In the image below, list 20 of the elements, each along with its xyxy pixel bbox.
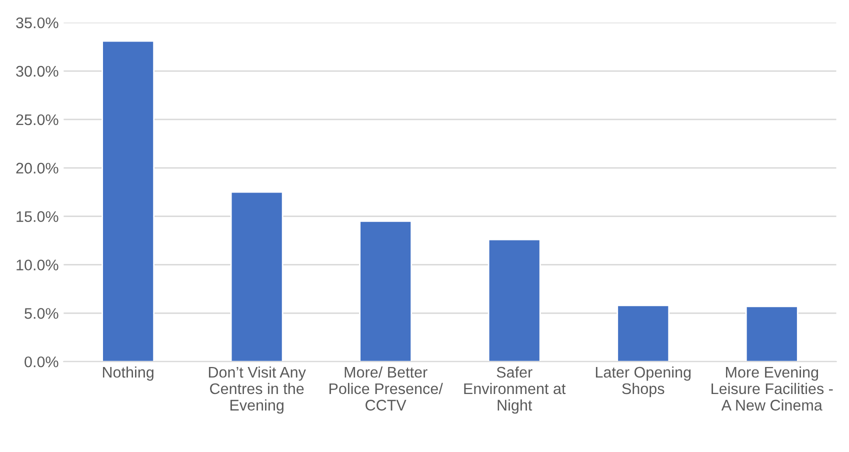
- y-tick-label: 15.0%: [16, 211, 58, 222]
- y-tick-label: 35.0%: [16, 17, 58, 28]
- y-tick-label: 25.0%: [16, 114, 58, 126]
- y-tick-label: 10.0%: [16, 260, 58, 270]
- bar: [359, 220, 412, 362]
- x-tick-label: More Evening Leisure Facilities - A New Cinema: [712, 366, 833, 411]
- bar: [230, 191, 284, 362]
- y-tick-label: 5.0%: [24, 308, 58, 319]
- x-tick-label: Nothing: [102, 366, 154, 381]
- y-tick-label: 30.0%: [16, 66, 58, 77]
- bar: [616, 304, 670, 362]
- bar: [102, 40, 155, 362]
- x-tick-label: More/ Better Police Presence/ CCTV: [330, 366, 443, 411]
- x-tick-label: Later Opening Shops: [596, 366, 691, 398]
- bar: [745, 306, 798, 362]
- x-tick-label: Safer Environment at Night: [464, 366, 566, 414]
- y-tick-label: 0.0%: [24, 356, 58, 368]
- y-tick-label: 20.0%: [16, 162, 58, 174]
- bar: [488, 238, 541, 362]
- x-tick-label: Don’t Visit Any Centres in the Evening: [208, 366, 306, 414]
